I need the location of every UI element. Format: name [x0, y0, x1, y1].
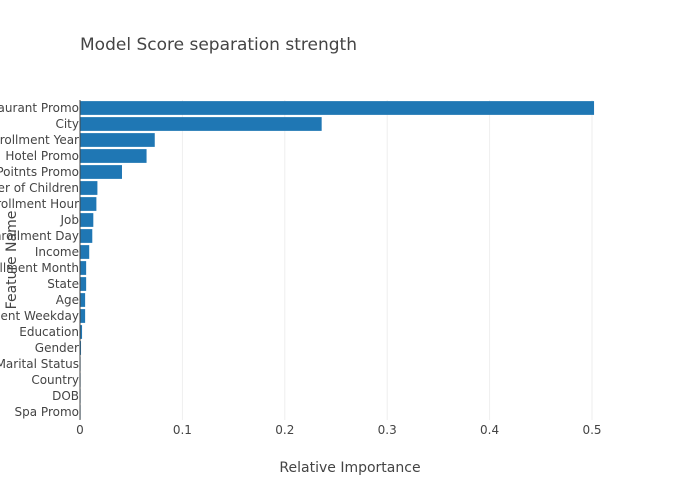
bar — [80, 213, 94, 227]
y-tick-label: Country — [31, 373, 79, 387]
bar — [80, 277, 87, 291]
y-tick-label: Enrollment Hour — [0, 197, 79, 211]
bar — [80, 165, 122, 179]
y-tick-labels: Restaurant Promo City Enrollment Year Hotel… — [0, 101, 79, 419]
bar — [80, 181, 98, 195]
y-tick-label: Poitnts Promo — [0, 165, 79, 179]
y-tick-label: Marital Status — [0, 357, 79, 371]
bar — [80, 133, 155, 147]
bar — [80, 293, 86, 307]
y-tick-label: Restaurant Promo — [0, 101, 79, 115]
bars — [80, 101, 595, 419]
y-tick-label: Gender — [35, 341, 79, 355]
y-axis-title: Feature Name — [4, 211, 20, 310]
bar — [80, 341, 82, 355]
bar — [80, 101, 595, 115]
bar — [80, 325, 83, 339]
grid-lines — [181, 100, 593, 420]
y-tick-label: DOB — [52, 389, 79, 403]
bar — [80, 245, 90, 259]
y-tick-label: State — [47, 277, 79, 291]
x-axis-title: Relative Importance — [279, 460, 420, 476]
y-tick-label: Spa Promo — [15, 405, 79, 419]
y-tick-label: Enrollment Year — [0, 133, 79, 147]
x-tick-label: 0.2 — [275, 423, 294, 437]
y-tick-label: Enrollment Day — [0, 229, 79, 243]
x-tick-label: 0.5 — [582, 423, 601, 437]
y-tick-label: Hotel Promo — [5, 149, 79, 163]
x-tick-label: 0.4 — [480, 423, 499, 437]
y-tick-label: Enrollment Weekday — [0, 309, 79, 323]
bar — [80, 149, 147, 163]
y-tick-label: Education — [19, 325, 79, 339]
y-tick-label: Job — [60, 213, 80, 227]
y-tick-label: City — [55, 117, 79, 131]
bar — [80, 229, 93, 243]
bar — [80, 309, 86, 323]
y-tick-label: Income — [35, 245, 79, 259]
bar — [80, 117, 322, 131]
y-tick-label: Enrollment Month — [0, 261, 79, 275]
chart-title: Model Score separation strength — [80, 35, 357, 55]
bar — [80, 261, 87, 275]
x-tick-label: 0.1 — [173, 423, 192, 437]
bar — [80, 197, 97, 211]
y-tick-label: Age — [56, 293, 79, 307]
x-tick-labels: 0 0.1 0.2 0.3 0.4 0.5 — [76, 423, 601, 437]
x-tick-label: 0.3 — [378, 423, 397, 437]
x-tick-label: 0 — [76, 423, 84, 437]
y-tick-label: Number of Children — [0, 181, 79, 195]
